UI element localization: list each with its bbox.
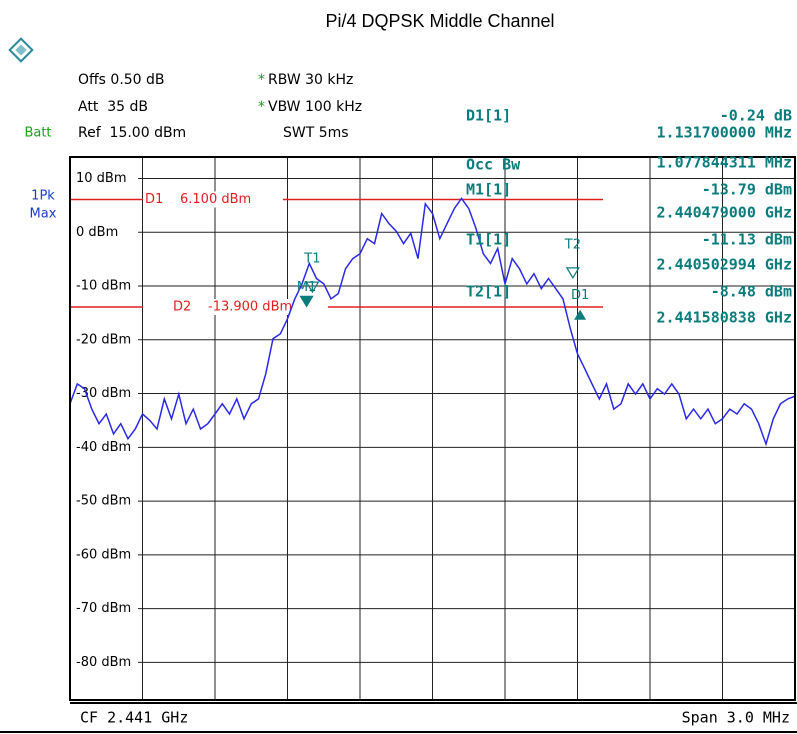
display-line-name: D2 bbox=[173, 299, 191, 314]
y-tick-label: 10 dBm bbox=[76, 171, 127, 186]
marker-table-label: T1[1] bbox=[466, 231, 511, 249]
batt: Batt bbox=[24, 126, 51, 141]
trace-mode: 1Pk bbox=[31, 189, 55, 204]
setting: SWT 5ms bbox=[283, 125, 349, 141]
plot-frame bbox=[69, 156, 796, 701]
trace bbox=[69, 197, 796, 447]
display-line-value: -13.900 dBm bbox=[208, 299, 292, 314]
delta-marker-label: D1 bbox=[571, 288, 589, 303]
marker-table-value: 2.440502994 GHz bbox=[657, 256, 792, 274]
delta-marker bbox=[574, 309, 587, 320]
marker-table-value: -13.79 dBm bbox=[702, 181, 792, 199]
marker-table-value: 2.440479000 GHz bbox=[657, 204, 792, 222]
setting: VBW 100 kHz bbox=[268, 99, 362, 115]
marker bbox=[565, 267, 580, 280]
display-line-name: D1 bbox=[145, 192, 163, 207]
y-tick-label: -30 dBm bbox=[76, 386, 131, 401]
y-tick-label: -50 dBm bbox=[76, 494, 131, 509]
marker-table-value: 1.077844311 MHz bbox=[657, 154, 792, 172]
marker-label: T2 bbox=[564, 237, 581, 252]
y-tick-label: -60 dBm bbox=[76, 547, 131, 562]
label-bg bbox=[143, 191, 283, 208]
setting: Att 35 dB bbox=[78, 99, 148, 115]
marker bbox=[299, 295, 314, 308]
marker-table-label: Occ Bw bbox=[466, 156, 521, 174]
display-line-value: 6.100 dBm bbox=[180, 192, 251, 207]
marker-table-value: -0.24 dB bbox=[720, 107, 792, 125]
y-tick-label: 0 dBm bbox=[76, 225, 118, 240]
marker-table-label: T2[1] bbox=[466, 283, 511, 301]
trace-mode: Max bbox=[30, 207, 57, 222]
marker-table-label: D1[1] bbox=[466, 107, 511, 125]
y-tick-label: -70 dBm bbox=[76, 601, 131, 616]
label-bg bbox=[143, 298, 328, 315]
chart-title: Pi/4 DQPSK Middle Channel bbox=[325, 11, 554, 31]
marker-table-value: -11.13 dBm bbox=[702, 231, 792, 249]
center-frequency: CF 2.441 GHz bbox=[80, 709, 188, 727]
y-tick-label: -20 dBm bbox=[76, 332, 131, 347]
marker-label: T1 bbox=[303, 252, 320, 267]
setting: Offs 0.50 dB bbox=[78, 72, 165, 88]
setting: RBW 30 kHz bbox=[268, 72, 353, 88]
setting-flag: * bbox=[258, 99, 265, 115]
marker-table-value: -8.48 dBm bbox=[711, 283, 792, 301]
span: Span 3.0 MHz bbox=[682, 709, 790, 727]
marker-table-label: M1[1] bbox=[466, 181, 511, 199]
logo bbox=[8, 37, 34, 63]
setting: Ref 15.00 dBm bbox=[78, 125, 186, 141]
y-tick-label: -40 dBm bbox=[76, 440, 131, 455]
marker-table-value: 1.131700000 MHz bbox=[657, 124, 792, 142]
marker-table-value: 2.441580838 GHz bbox=[657, 309, 792, 327]
plot: 10 dBm 0 dBm -10 dBm -20 dBm -30 dBm -40 dBm -… bbox=[69, 157, 796, 700]
setting-flag: * bbox=[258, 72, 265, 88]
y-tick-label: -10 dBm bbox=[76, 279, 131, 294]
y-tick-label: -80 dBm bbox=[76, 655, 131, 670]
marker bbox=[305, 281, 320, 294]
